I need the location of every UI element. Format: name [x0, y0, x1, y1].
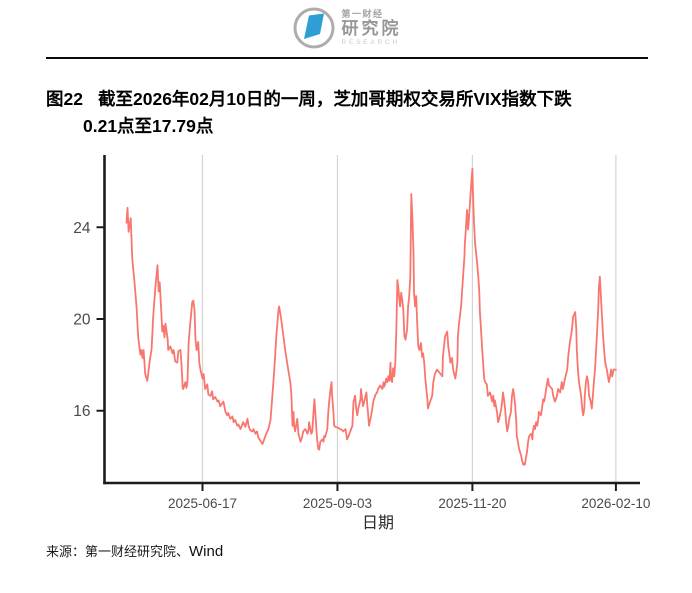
y-tick-label: 16 — [73, 403, 90, 420]
figure-title-line1: 截至2026年02月10日的一周，芝加哥期权交易所VIX指数下跌 — [98, 89, 572, 109]
source-text: 来源：第一财经研究院、 — [46, 544, 190, 559]
source-line: 来源：第一财经研究院、Wind — [46, 541, 223, 560]
logo-text: 第一财经 研究院 RESEARCH — [341, 9, 402, 46]
x-tick-label: 2025-06-17 — [168, 496, 237, 511]
logo-line-cn-large: 研究院 — [341, 19, 402, 39]
x-axis-title: 日期 — [362, 514, 394, 532]
logo-diamond-icon — [303, 13, 324, 39]
figure-title: 图22 截至2026年02月10日的一周，芝加哥期权交易所VIX指数下跌 0.2… — [46, 86, 660, 140]
x-tick-label: 2026-02-10 — [581, 496, 650, 511]
y-tick-label: 24 — [73, 220, 91, 237]
source-wind: Wind — [189, 543, 224, 560]
x-tick-label: 2025-09-03 — [303, 496, 372, 511]
logo-mark-icon — [293, 7, 334, 49]
logo-line-en: RESEARCH — [341, 38, 401, 46]
figure-number: 图22 — [46, 89, 83, 109]
vix-chart: 16 20 24 2025-06-17 2025-09-03 2025-11-20 2026… — [73, 155, 650, 532]
y-tick-label: 20 — [73, 312, 91, 329]
vix-series-line — [125, 167, 617, 466]
chart-area: 16 20 24 2025-06-17 2025-09-03 2025-11-20 2026… — [0, 150, 692, 543]
report-header: 第一财经 研究院 RESEARCH — [0, 5, 692, 51]
x-tick-label: 2025-11-20 — [438, 496, 506, 511]
logo-line-cn-small: 第一财经 — [341, 9, 384, 20]
figure-title-line2: 0.21点至17.79点 — [83, 116, 214, 136]
brand-logo: 第一财经 研究院 RESEARCH — [291, 5, 402, 51]
figure-title-text: 截至2026年02月10日的一周，芝加哥期权交易所VIX指数下跌 0.21点至1… — [83, 86, 660, 140]
header-divider — [46, 57, 648, 59]
